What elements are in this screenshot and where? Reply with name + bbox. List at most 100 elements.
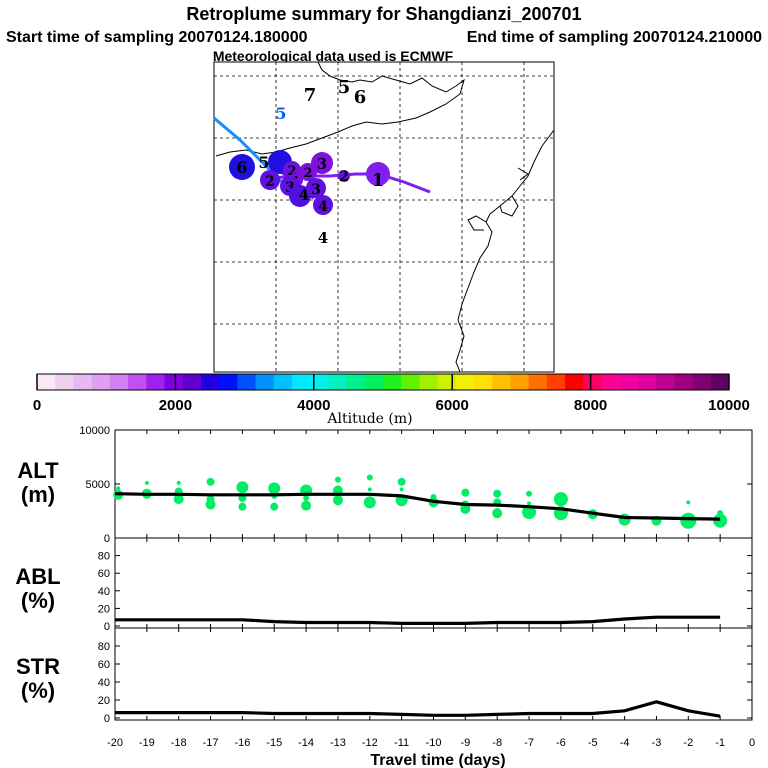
marker-label: 5 [258,153,269,172]
altitude-scatter-point [553,492,568,507]
colorbar-swatch [128,374,147,390]
colorbar-swatch [419,374,439,390]
x-tick-label: -16 [234,737,250,749]
map-markers: 7 5 6 5 6 5 3 [229,77,390,247]
y-tick-label: 80 [98,551,110,563]
colorbar-tick-label: 2000 [159,397,192,414]
altitude-scatter-point [363,496,376,509]
y-tick-label: 60 [98,568,110,580]
map-marker: 2 [338,169,350,185]
altitude-scatter-point [205,499,216,510]
colorbar-swatch [692,374,712,390]
altitude-scatter-point [526,490,533,497]
altitude-scatter-point [461,488,470,497]
colorbar-title: Altitude (m) [326,411,412,427]
colorbar-swatch [637,374,657,390]
colorbar-swatch [546,374,566,390]
y-tick-label: 60 [98,659,110,671]
colorbar-tick-label: 10000 [708,397,750,414]
altitude-scatter-point [680,512,697,529]
x-axis-label: Travel time (days) [370,752,505,768]
marker-circle [306,178,326,198]
marker-label: 3 [317,155,327,173]
abl-series-line [115,615,721,625]
y-tick-label: 20 [98,695,110,707]
alt-axis-label: ALT (m) [17,458,59,507]
colorbar-swatch [455,374,475,390]
map-marker: 3 [306,178,326,198]
altitude-scatter-point [460,503,471,514]
colorbar-swatch [364,374,384,390]
altitude-scatter-point [206,477,215,486]
marker-label: 4 [318,199,328,215]
colorbar-swatch [37,374,56,390]
met-data-label: Meteorological data used is ECMWF [213,48,454,64]
map-marker: 4 [313,195,333,215]
map-graticule [214,62,554,372]
colorbar-tick-label: 4000 [297,397,330,414]
y-tick-label: 0 [104,533,110,545]
time-series-panels: 10000 5000 0 ALT (m) 80 60 40 20 0 ABL (%) 80 60 40 20 0… [15,425,755,768]
x-tick-label: -10 [426,737,442,749]
marker-circle [313,195,333,215]
x-tick-label: -20 [107,737,123,749]
x-tick-label: -14 [298,737,314,749]
colorbar-tick-labels: 0 2000 4000 6000 8000 10000 [33,374,750,414]
altitude-colorbar: 0 2000 4000 6000 8000 10000 Altitude (m) [33,373,750,427]
marker-label: 7 [304,85,317,106]
x-tick-label: -8 [492,737,502,749]
x-tick-label: -11 [394,737,409,749]
colorbar-swatch [401,374,420,390]
colorbar-swatch [710,374,730,390]
marker-circle [289,185,311,207]
colorbar-swatch [73,374,93,390]
x-tick-label: -9 [460,737,470,749]
marker-label: 6 [354,87,367,108]
y-tick-label: 40 [98,677,110,689]
figure-title: Retroplume summary for Shangdianzi_20070… [186,4,581,24]
altitude-scatter-point [399,487,404,492]
map-frame [213,61,555,373]
marker-circle [366,162,390,186]
colorbar-swatch [674,374,694,390]
colorbar-swatch [437,374,457,390]
altitude-scatter-point [367,487,372,492]
marker-label: 4 [318,229,328,247]
x-tick-label: -3 [652,737,662,749]
x-tick-label: -7 [524,737,534,749]
colorbar-swatch [146,374,165,390]
altitude-scatter-point [527,501,532,506]
colorbar-swatch [346,374,366,390]
altitude-scatter-point [492,508,503,519]
colorbar-tick-label: 0 [33,397,41,414]
map-marker: 1 [366,162,390,191]
map-marker: 2 [260,170,280,190]
colorbar-swatch [55,374,74,390]
abl-panel: 80 60 40 20 0 ABL (%) [15,537,753,633]
str-axis-label: STR (%) [16,654,60,703]
str-frame [114,627,753,721]
marker-label: 3 [311,182,321,198]
altitude-scatter-point [144,480,149,485]
marker-label: 2 [287,164,296,179]
map-marker: 5 [338,77,351,98]
altitude-scatter-point [303,495,310,502]
colorbar-tick-label: 6000 [436,397,469,414]
colorbar-swatch [601,374,621,390]
altitude-scatter-point [334,476,341,483]
x-tick-label: -13 [330,737,346,749]
map-marker: 3 [311,152,333,174]
colorbar-swatch [109,374,129,390]
x-tick-label: -2 [683,737,693,749]
colorbar-swatch [200,374,220,390]
altitude-scatter-point [686,500,691,505]
y-tick-label: 0 [104,713,110,725]
colorbar-swatch [164,374,184,390]
colorbar-swatch [583,374,603,390]
marker-label: 2 [265,174,275,190]
altitude-scatter-point [116,486,121,491]
x-tick-label: -15 [266,737,282,749]
colorbar-swatch [291,374,311,390]
alt-panel: 10000 5000 0 ALT (m) [17,425,753,545]
